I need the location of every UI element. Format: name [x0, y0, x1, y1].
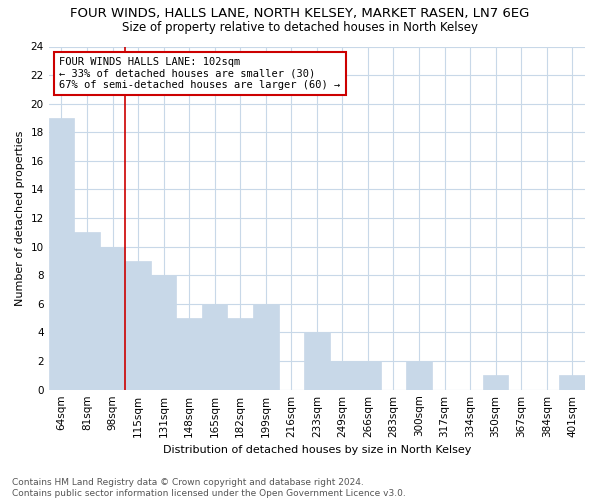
- X-axis label: Distribution of detached houses by size in North Kelsey: Distribution of detached houses by size …: [163, 445, 471, 455]
- Bar: [559, 376, 585, 390]
- Bar: [355, 361, 380, 390]
- Bar: [227, 318, 253, 390]
- Text: Contains HM Land Registry data © Crown copyright and database right 2024.
Contai: Contains HM Land Registry data © Crown c…: [12, 478, 406, 498]
- Text: FOUR WINDS, HALLS LANE, NORTH KELSEY, MARKET RASEN, LN7 6EG: FOUR WINDS, HALLS LANE, NORTH KELSEY, MA…: [70, 8, 530, 20]
- Y-axis label: Number of detached properties: Number of detached properties: [15, 130, 25, 306]
- Bar: [253, 304, 278, 390]
- Bar: [304, 332, 329, 390]
- Bar: [100, 246, 125, 390]
- Bar: [202, 304, 227, 390]
- Bar: [74, 232, 100, 390]
- Bar: [125, 261, 151, 390]
- Bar: [49, 118, 74, 390]
- Bar: [406, 361, 432, 390]
- Bar: [329, 361, 355, 390]
- Bar: [151, 276, 176, 390]
- Bar: [176, 318, 202, 390]
- Text: Size of property relative to detached houses in North Kelsey: Size of property relative to detached ho…: [122, 22, 478, 35]
- Text: FOUR WINDS HALLS LANE: 102sqm
← 33% of detached houses are smaller (30)
67% of s: FOUR WINDS HALLS LANE: 102sqm ← 33% of d…: [59, 57, 341, 90]
- Bar: [483, 376, 508, 390]
